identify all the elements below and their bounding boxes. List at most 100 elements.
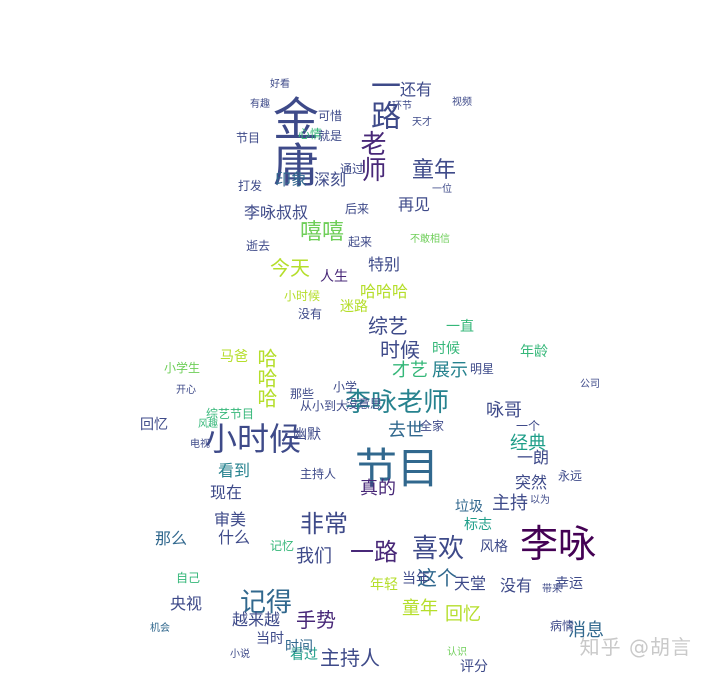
cloud-word: 李咏老师 [345, 388, 450, 418]
cloud-word: 天堂 [454, 574, 487, 593]
cloud-word: 童年 [402, 598, 438, 619]
cloud-word: 特别 [368, 255, 401, 274]
cloud-word: 李咏 [520, 522, 597, 566]
cloud-word: 当时 [256, 631, 284, 647]
cloud-word: 心情 [298, 127, 323, 141]
cloud-word: 我们 [296, 546, 332, 567]
cloud-word: 记忆 [270, 539, 295, 553]
cloud-word: 现在 [210, 483, 243, 502]
cloud-word: 喜欢 [412, 534, 465, 564]
cloud-word: 审美 [214, 510, 247, 529]
cloud-word: 好看 [270, 79, 290, 90]
cloud-word: 公司 [580, 379, 600, 390]
cloud-word: 节目 [355, 444, 440, 493]
cloud-word: 风趣 [198, 419, 218, 430]
cloud-word: 时候 [432, 341, 460, 357]
cloud-word: 起来 [348, 235, 373, 249]
cloud-word: 非常 [300, 510, 348, 538]
cloud-word: 迷路 [340, 299, 368, 315]
cloud-word: 这个 [417, 566, 457, 590]
cloud-word: 看到 [218, 461, 251, 480]
cloud-word: 越来越 [232, 610, 281, 629]
cloud-word: 可惜 [318, 109, 343, 123]
cloud-word: 去世 [388, 420, 424, 441]
cloud-word: 垃圾 [455, 499, 483, 515]
cloud-word: 通过 [340, 162, 365, 176]
cloud-word: 一路 [365, 70, 400, 130]
cloud-word: 一位 [432, 184, 452, 195]
cloud-word: 节目 [236, 131, 261, 145]
cloud-word: 经典 [510, 433, 546, 454]
cloud-word: 马爸 [220, 349, 248, 365]
cloud-word: 真的 [360, 478, 396, 499]
cloud-word: 童年 [412, 158, 457, 183]
cloud-word: 自己 [176, 571, 201, 585]
cloud-word: 全家 [420, 419, 445, 433]
cloud-word: 从小到大 [300, 399, 349, 413]
cloud-word: 标志 [464, 517, 492, 533]
cloud-word: 主持人 [300, 467, 337, 481]
cloud-word: 才艺 [392, 360, 428, 381]
cloud-word: 小说 [230, 649, 250, 660]
cloud-word: 一路 [350, 538, 398, 566]
cloud-word: 没有 [500, 576, 533, 595]
cloud-word: 咏哥 [486, 400, 522, 421]
cloud-word: 消息 [568, 620, 604, 641]
cloud-word: 小学生 [164, 361, 201, 375]
cloud-word: 回忆 [140, 417, 168, 433]
cloud-word: 环节 [392, 101, 412, 112]
cloud-word: 小学 [333, 380, 358, 394]
cloud-word: 展示 [432, 360, 468, 381]
cloud-word: 看过 [290, 647, 318, 663]
cloud-word: 带来 [542, 584, 562, 595]
cloud-word: 有趣 [250, 99, 270, 110]
cloud-word: 后来 [345, 202, 370, 216]
cloud-word: 主持人 [320, 646, 380, 670]
cloud-word: 小时候 [284, 289, 321, 303]
cloud-word: 幽默 [293, 427, 321, 443]
cloud-word: 一个 [516, 419, 541, 433]
cloud-word: 哈哈哈 [360, 282, 409, 301]
cloud-word: 一直 [446, 319, 474, 335]
cloud-word: 永远 [558, 469, 583, 483]
cloud-word: 时候 [380, 338, 420, 362]
cloud-word: 天才 [412, 117, 432, 128]
cloud-word: 以为 [530, 495, 550, 506]
cloud-word: 什么 [218, 528, 251, 547]
watermark: 知乎 @胡言 [579, 635, 692, 659]
cloud-word: 当年 [402, 571, 430, 587]
cloud-word: 综艺节目 [206, 407, 255, 421]
cloud-word: 打发 [238, 179, 263, 193]
cloud-word: 今天 [270, 256, 310, 280]
cloud-word: 幸运 [555, 576, 583, 592]
cloud-word: 不敢相信 [410, 234, 450, 245]
cloud-word: 小时候 [205, 420, 302, 458]
cloud-word: 还有 [400, 80, 433, 99]
cloud-word: 年轻 [370, 577, 398, 593]
cloud-word: 综艺 [368, 314, 408, 338]
cloud-word: 病情 [550, 619, 575, 633]
cloud-word: 没意思 [346, 397, 383, 411]
cloud-word: 人生 [320, 269, 348, 285]
cloud-word: 机会 [150, 623, 170, 634]
cloud-word: 没有 [298, 307, 323, 321]
cloud-word: 开心 [176, 385, 196, 396]
cloud-word: 李咏叔叔 [244, 203, 309, 222]
cloud-word: 金庸 [266, 95, 320, 187]
cloud-word: 就是 [318, 129, 343, 143]
cloud-word: 时间 [285, 639, 313, 655]
cloud-word: 回忆 [445, 604, 481, 625]
cloud-word: 电视 [190, 439, 210, 450]
cloud-word: 嘻嘻 [300, 220, 345, 245]
cloud-word: 那么 [155, 529, 188, 548]
cloud-word: 一朗 [517, 448, 550, 467]
cloud-word: 风格 [480, 539, 508, 555]
cloud-word: 印象 [275, 170, 308, 189]
cloud-word: 明星 [470, 362, 495, 376]
cloud-word: 主持 [492, 493, 528, 514]
cloud-word: 再见 [398, 195, 431, 214]
cloud-word: 老师 [356, 130, 386, 182]
cloud-word: 认识 [447, 647, 467, 658]
cloud-word: 深刻 [314, 170, 347, 189]
